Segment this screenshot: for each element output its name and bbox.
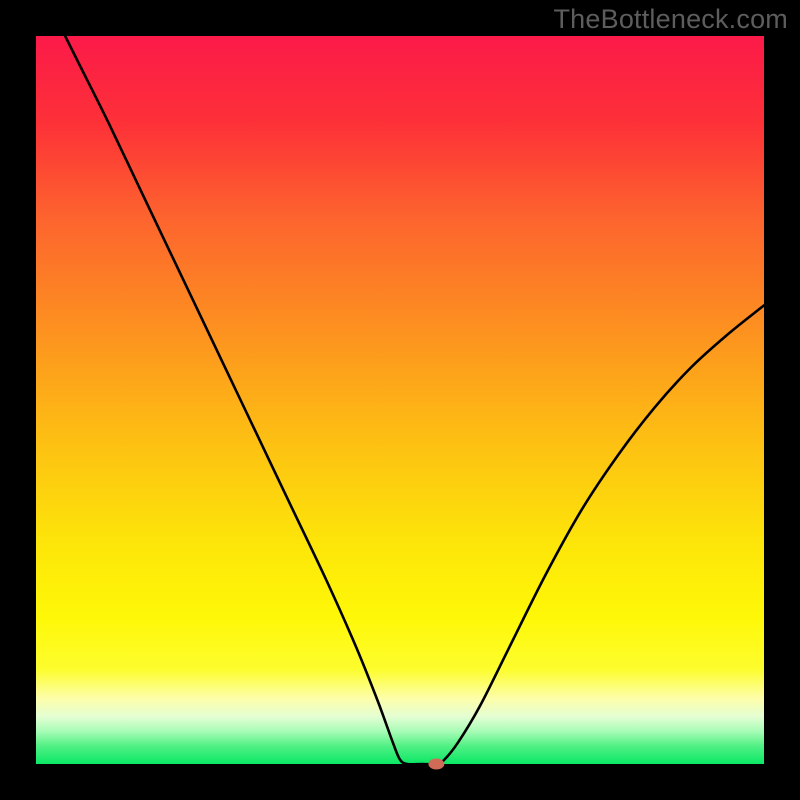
watermark-text: TheBottleneck.com	[553, 4, 788, 35]
optimum-marker	[428, 759, 444, 770]
bottleneck-chart	[0, 0, 800, 800]
chart-background	[36, 36, 764, 764]
